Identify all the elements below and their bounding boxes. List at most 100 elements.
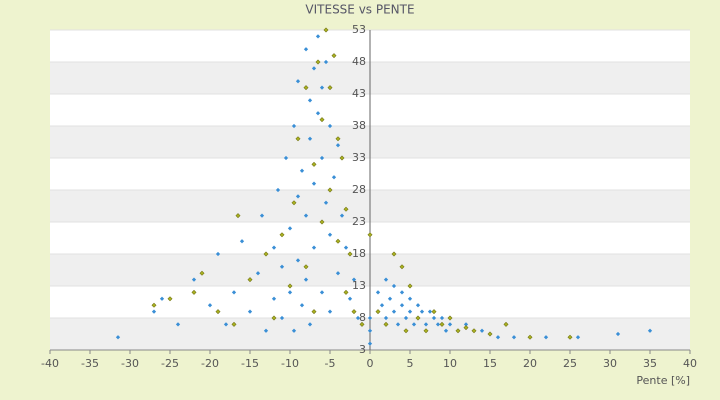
x-tick-label: 30 xyxy=(603,357,617,370)
point xyxy=(503,321,509,327)
point xyxy=(415,303,421,308)
x-tick-label: 10 xyxy=(443,357,457,370)
point xyxy=(359,321,365,327)
x-tick-label: -20 xyxy=(201,357,219,370)
point xyxy=(287,226,293,231)
point xyxy=(287,283,293,289)
point xyxy=(463,325,469,331)
x-tick-label: 15 xyxy=(483,357,497,370)
point xyxy=(199,270,205,276)
point xyxy=(423,328,429,334)
point xyxy=(351,277,357,282)
point xyxy=(479,328,485,333)
point xyxy=(367,328,373,333)
point xyxy=(191,277,197,282)
point xyxy=(391,283,397,289)
y-tick-label: 13 xyxy=(352,279,366,292)
point xyxy=(343,289,349,295)
point xyxy=(335,136,341,142)
point xyxy=(375,290,381,295)
point xyxy=(367,232,373,238)
x-tick-label: -15 xyxy=(241,357,259,370)
point xyxy=(303,264,309,270)
y-tick-label: 43 xyxy=(352,87,366,100)
point xyxy=(303,213,309,218)
x-tick-label: -35 xyxy=(81,357,99,370)
point xyxy=(435,322,441,327)
point xyxy=(259,213,265,218)
point xyxy=(231,290,237,295)
point xyxy=(335,238,341,244)
x-tick-label: 25 xyxy=(563,357,577,370)
point xyxy=(647,328,653,333)
point xyxy=(311,245,317,250)
x-tick-label: -30 xyxy=(121,357,139,370)
point xyxy=(167,296,173,302)
point xyxy=(439,321,445,327)
point xyxy=(447,315,453,321)
point xyxy=(455,328,461,334)
point xyxy=(339,213,345,218)
point xyxy=(291,328,297,333)
point xyxy=(423,322,429,327)
point xyxy=(543,335,549,340)
point xyxy=(323,27,329,33)
point xyxy=(151,302,157,308)
point xyxy=(319,155,325,161)
point xyxy=(527,334,533,340)
point xyxy=(287,290,293,295)
point xyxy=(347,296,353,301)
point xyxy=(339,155,345,161)
point xyxy=(271,296,277,301)
point xyxy=(383,315,389,321)
point xyxy=(427,309,433,314)
point xyxy=(247,309,253,314)
point xyxy=(403,315,409,321)
point xyxy=(275,187,281,193)
point xyxy=(239,239,245,244)
point xyxy=(419,309,425,314)
point xyxy=(263,251,269,257)
x-tick-label: -10 xyxy=(281,357,299,370)
point xyxy=(415,315,421,321)
point xyxy=(319,117,325,123)
point xyxy=(407,296,413,301)
point xyxy=(279,315,285,321)
y-tick-label: 33 xyxy=(352,151,366,164)
x-tick-label: -5 xyxy=(325,357,336,370)
point xyxy=(399,264,405,270)
point xyxy=(299,168,305,173)
point xyxy=(391,251,397,257)
point xyxy=(351,309,357,315)
point xyxy=(215,251,221,257)
point xyxy=(311,309,317,315)
point xyxy=(271,315,277,321)
point xyxy=(355,315,361,321)
point xyxy=(439,315,445,321)
point xyxy=(443,328,449,333)
point xyxy=(403,328,409,334)
point xyxy=(295,258,301,263)
point xyxy=(343,206,349,212)
point xyxy=(151,309,157,314)
y-tick-label: 23 xyxy=(352,215,366,228)
x-tick-label: -40 xyxy=(41,357,59,370)
chart-title: VITESSE vs PENTE xyxy=(305,3,414,17)
point xyxy=(399,290,405,295)
point xyxy=(383,277,389,282)
point xyxy=(291,200,297,206)
point xyxy=(299,303,305,308)
y-tick-label: 38 xyxy=(352,119,366,132)
point xyxy=(295,136,301,142)
point xyxy=(323,200,329,205)
point xyxy=(327,85,333,91)
y-tick-label: 18 xyxy=(352,247,366,260)
point xyxy=(411,322,417,327)
point xyxy=(407,283,413,289)
point xyxy=(463,322,469,327)
y-tick-label: 8 xyxy=(359,311,366,324)
point xyxy=(303,277,309,282)
point xyxy=(511,335,517,340)
point xyxy=(495,335,501,340)
point xyxy=(327,309,333,314)
